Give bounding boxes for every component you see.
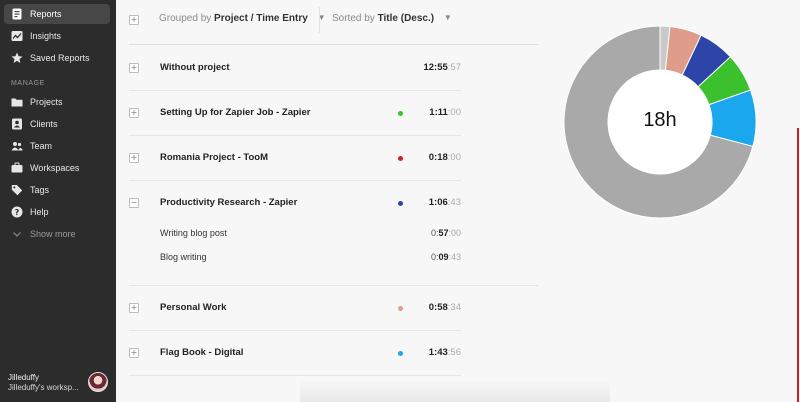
row-divider	[129, 90, 461, 91]
help-icon: ?	[10, 206, 23, 219]
expand-button[interactable]: +	[129, 63, 139, 73]
sidebar-item-label: Workspaces	[30, 163, 80, 173]
expand-button[interactable]: +	[129, 303, 139, 313]
sidebar-item-workspaces[interactable]: Workspaces	[4, 158, 110, 178]
project-title: Setting Up for Zapier Job - Zapier	[160, 107, 311, 118]
donut-center	[608, 70, 712, 174]
user-profile[interactable]: Jilleduffy Jilleduffy's worksp...	[8, 372, 108, 396]
sidebar-item-help[interactable]: ? Help	[4, 202, 110, 222]
insights-icon	[10, 30, 23, 43]
grouped-by-label: Grouped by	[159, 13, 212, 24]
project-row[interactable]: + Romania Project - TooM 0:18:00	[129, 143, 461, 173]
time-entry-row[interactable]: Writing blog post 0:57:00	[129, 225, 461, 243]
sidebar-item-tags[interactable]: Tags	[4, 180, 110, 200]
caret-down-icon: ▼	[317, 13, 326, 22]
sidebar-item-reports[interactable]: Reports	[4, 4, 110, 24]
sidebar-item-insights[interactable]: Insights	[4, 26, 110, 46]
sidebar-item-label: Show more	[30, 229, 76, 239]
avatar[interactable]	[88, 372, 108, 392]
project-title: Personal Work	[160, 302, 227, 313]
project-row[interactable]: + Setting Up for Zapier Job - Zapier 1:1…	[129, 98, 461, 128]
team-icon	[10, 140, 23, 153]
expand-button[interactable]: +	[129, 348, 139, 358]
sidebar-item-label: Tags	[30, 185, 50, 195]
workspace-name: Jilleduffy's worksp...	[8, 383, 79, 392]
client-icon	[10, 118, 23, 131]
bottom-fade	[300, 380, 610, 402]
sidebar-item-label: Reports	[30, 9, 62, 19]
row-divider	[129, 180, 461, 181]
row-divider	[129, 375, 461, 376]
row-divider	[129, 330, 461, 331]
time-entry-row[interactable]: Blog writing 0:09:43	[129, 249, 461, 267]
project-title: Productivity Research - Zapier	[160, 197, 298, 208]
time-entry-title: Blog writing	[160, 252, 207, 262]
section-label-manage: MANAGE	[11, 80, 45, 87]
sidebar-item-saved-reports[interactable]: Saved Reports	[4, 48, 110, 68]
project-color-dot	[398, 201, 403, 206]
row-divider	[129, 135, 461, 136]
briefcase-icon	[10, 162, 23, 175]
sidebar: Reports Insights Saved Reports MANAGE Pr…	[0, 0, 116, 402]
project-duration: 12:55:57	[423, 62, 461, 73]
project-title: Romania Project - TooM	[160, 152, 269, 163]
report-toolbar: + Grouped by Project / Time Entry ▼ Sort…	[116, 0, 538, 44]
window-edge	[797, 128, 799, 402]
project-row[interactable]: − Productivity Research - Zapier 1:06:43	[129, 188, 461, 218]
project-row[interactable]: + Personal Work 0:58:34	[129, 293, 461, 323]
collapse-button[interactable]: −	[129, 198, 139, 208]
sorted-by-label: Sorted by	[332, 13, 375, 24]
chevron-down-icon	[10, 228, 23, 241]
row-divider	[129, 285, 538, 286]
sidebar-item-label: Clients	[30, 119, 58, 129]
total-hours-label: 18h	[643, 109, 677, 131]
sorted-by-value: Title (Desc.)	[377, 13, 435, 24]
sidebar-item-projects[interactable]: Projects	[4, 92, 110, 112]
time-entry-duration: 0:09:43	[430, 252, 461, 262]
project-duration: 1:11:00	[429, 107, 461, 118]
caret-down-icon: ▼	[443, 13, 452, 22]
expand-button[interactable]: +	[129, 153, 139, 163]
project-color-dot	[398, 306, 403, 311]
sidebar-item-team[interactable]: Team	[4, 136, 110, 156]
project-title: Without project	[160, 62, 230, 73]
project-color-dot	[398, 111, 403, 116]
header-divider	[129, 44, 538, 45]
star-icon	[10, 52, 23, 65]
svg-text:?: ?	[14, 208, 19, 217]
toolbar-divider	[319, 7, 320, 33]
sidebar-item-label: Help	[30, 207, 49, 217]
project-duration: 1:06:43	[428, 197, 461, 208]
project-duration: 1:43:56	[428, 347, 461, 358]
sorted-by-dropdown[interactable]: Sorted by Title (Desc.) ▼	[332, 13, 452, 24]
project-color-dot	[398, 351, 403, 356]
project-title: Flag Book - Digital	[160, 347, 244, 358]
folder-icon	[10, 96, 23, 109]
project-duration: 0:58:34	[428, 302, 461, 313]
time-donut-chart[interactable]	[560, 22, 760, 222]
reports-icon	[10, 8, 23, 21]
sidebar-item-label: Projects	[30, 97, 63, 107]
sidebar-item-label: Team	[30, 141, 53, 151]
time-entry-duration: 0:57:00	[430, 228, 461, 238]
project-color-dot	[398, 156, 403, 161]
tag-icon	[10, 184, 23, 197]
sidebar-item-label: Saved Reports	[30, 53, 90, 63]
sidebar-show-more[interactable]: Show more	[4, 224, 110, 244]
grouped-by-dropdown[interactable]: Grouped by Project / Time Entry ▼	[159, 13, 326, 24]
project-row[interactable]: + Flag Book - Digital 1:43:56	[129, 338, 461, 368]
project-row[interactable]: + Without project 12:55:57	[129, 53, 461, 83]
grouped-by-value: Project / Time Entry	[214, 13, 308, 24]
sidebar-item-clients[interactable]: Clients	[4, 114, 110, 134]
time-entry-title: Writing blog post	[160, 228, 227, 238]
sidebar-item-label: Insights	[30, 31, 62, 41]
expand-button[interactable]: +	[129, 108, 139, 118]
project-duration: 0:18:00	[428, 152, 461, 163]
user-name: Jilleduffy	[8, 373, 39, 382]
expand-all-button[interactable]: +	[129, 15, 139, 25]
